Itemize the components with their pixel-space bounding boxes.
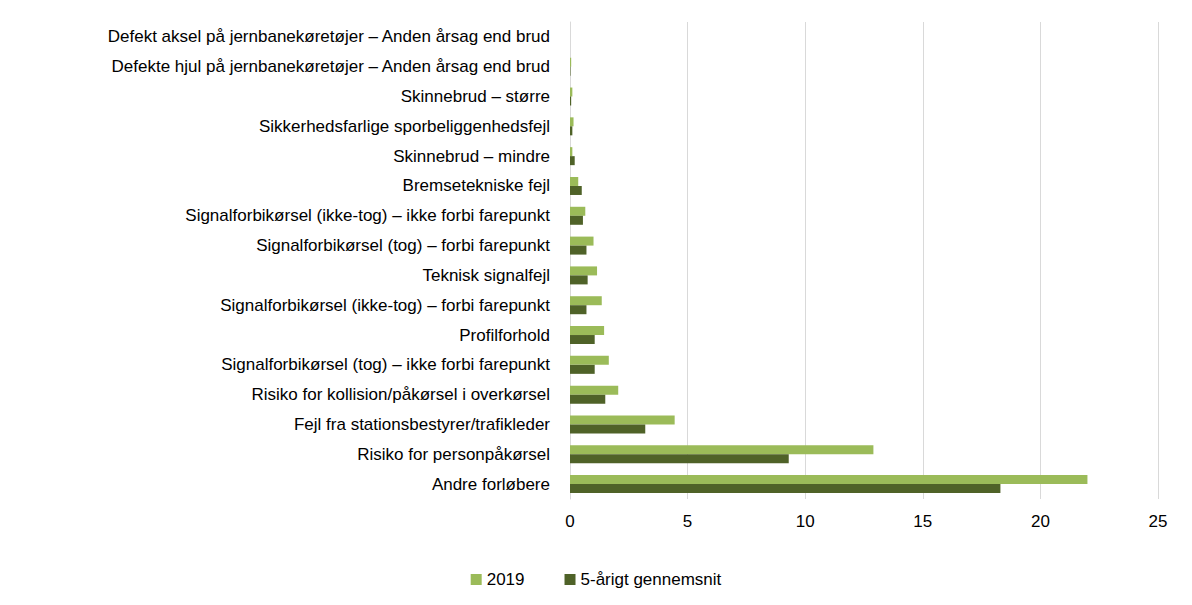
svg-text:Risiko for kollision/påkørsel: Risiko for kollision/påkørsel i overkørs…	[251, 385, 550, 404]
svg-text:20: 20	[1031, 512, 1050, 531]
svg-text:5: 5	[683, 512, 692, 531]
svg-text:25: 25	[1149, 512, 1168, 531]
svg-text:0: 0	[565, 512, 574, 531]
svg-text:5-årigt gennemsnit: 5-årigt gennemsnit	[581, 570, 722, 589]
svg-text:Sikkerhedsfarlige sporbeliggen: Sikkerhedsfarlige sporbeliggenhedsfejl	[259, 117, 550, 136]
svg-text:Andre forløbere: Andre forløbere	[432, 475, 550, 494]
svg-text:Skinnebrud – mindre: Skinnebrud – mindre	[393, 147, 550, 166]
svg-text:Defekte hjul på jernbanekøretø: Defekte hjul på jernbanekøretøjer – Ande…	[112, 57, 551, 76]
svg-text:Risiko for personpåkørsel: Risiko for personpåkørsel	[357, 445, 550, 464]
svg-text:Signalforbikørsel (tog) – forb: Signalforbikørsel (tog) – forbi farepunk…	[256, 236, 550, 255]
svg-text:Signalforbikørsel (ikke-tog) –: Signalforbikørsel (ikke-tog) – ikke forb…	[185, 206, 550, 225]
svg-text:Bremsetekniske fejl: Bremsetekniske fejl	[403, 176, 550, 195]
svg-text:2019: 2019	[487, 570, 525, 589]
svg-text:Profilforhold: Profilforhold	[459, 326, 550, 345]
svg-text:10: 10	[796, 512, 815, 531]
svg-text:Signalforbikørsel (ikke-tog) –: Signalforbikørsel (ikke-tog) – forbi far…	[220, 296, 550, 315]
svg-text:Teknisk signalfejl: Teknisk signalfejl	[422, 266, 550, 285]
svg-text:15: 15	[913, 512, 932, 531]
svg-text:Defekt aksel på jernbanekøretø: Defekt aksel på jernbanekøretøjer – Ande…	[108, 27, 550, 46]
svg-text:Skinnebrud – større: Skinnebrud – større	[401, 87, 550, 106]
svg-text:Signalforbikørsel (tog) – ikke: Signalforbikørsel (tog) – ikke forbi far…	[221, 355, 550, 374]
svg-text:Fejl fra stationsbestyrer/traf: Fejl fra stationsbestyrer/trafikleder	[294, 415, 550, 434]
